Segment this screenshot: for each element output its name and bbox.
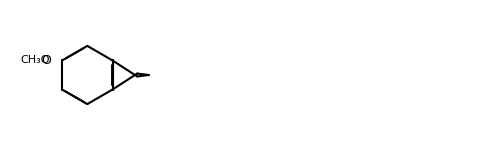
Text: O: O (42, 54, 51, 67)
Text: CH₃O: CH₃O (20, 56, 49, 65)
